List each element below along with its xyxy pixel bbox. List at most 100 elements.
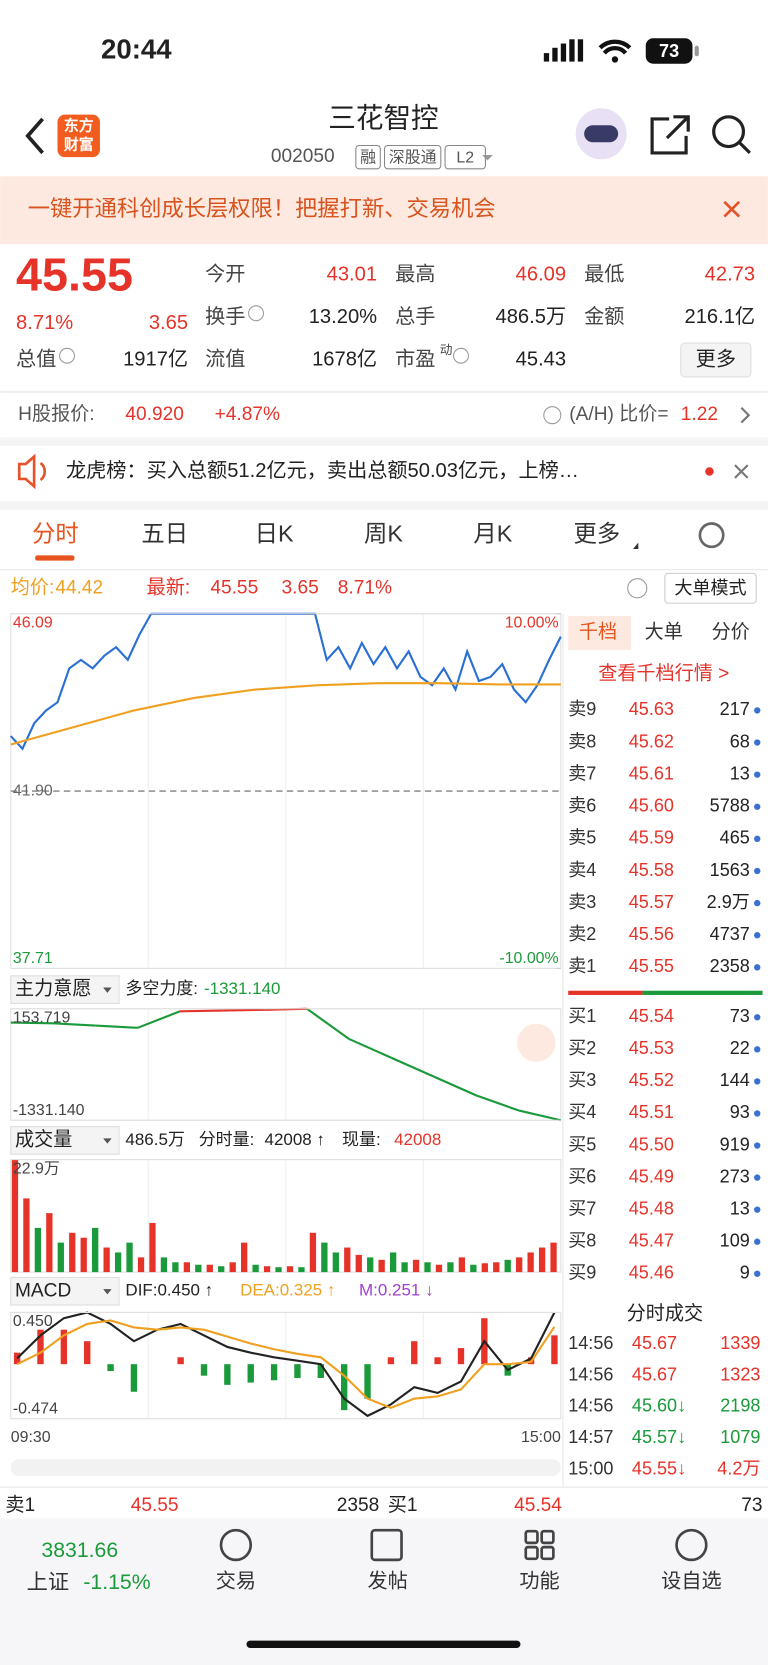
tab[interactable]: 分时: [32, 520, 79, 546]
book-price: 45.52: [629, 1070, 674, 1090]
book-level: 卖3: [568, 892, 596, 912]
volume-bar: [137, 1257, 145, 1273]
macd-bar: [37, 1329, 44, 1365]
banner-bg[interactable]: [0, 176, 768, 245]
book-level: 卖8: [568, 731, 596, 751]
share-button[interactable]: [650, 115, 690, 155]
bottom-volume: 73: [741, 1495, 762, 1516]
nav-label[interactable]: 功能: [519, 1570, 559, 1593]
volume-bar: [424, 1262, 431, 1273]
banner-close[interactable]: [723, 200, 741, 218]
nav-icons[interactable]: [219, 1528, 708, 1562]
book-level: 卖5: [568, 828, 596, 848]
volume-bar: [92, 1227, 99, 1273]
book-tab[interactable]: 大单: [645, 621, 683, 643]
legend-item: DIF:0.450 ↑: [125, 1281, 213, 1300]
tag-box: [355, 144, 381, 170]
book-volume: 109: [720, 1231, 750, 1251]
divider: [0, 437, 768, 446]
trade-volume: 2198: [720, 1396, 760, 1416]
book-price: 45.55: [629, 956, 674, 976]
book-dot: [754, 1270, 761, 1277]
divider: [0, 390, 768, 393]
y-tick-label: 153.719: [13, 1010, 71, 1027]
trade-price: 45.57↓: [632, 1427, 686, 1447]
book-price: 45.53: [629, 1038, 674, 1058]
book-dot: [754, 771, 761, 778]
field-value: 43.01: [327, 263, 377, 285]
volume-bar: [229, 1262, 236, 1273]
book-tab[interactable]: 千档: [579, 621, 617, 643]
legend-item: DEA:0.325 ↑: [240, 1281, 335, 1300]
book-volume: 5788: [710, 796, 750, 816]
divider: [0, 1486, 768, 1488]
divider: [0, 501, 768, 510]
trade-volume: 1323: [720, 1364, 760, 1384]
field-value: 13.20%: [309, 306, 377, 328]
back-button[interactable]: [25, 117, 45, 155]
tag: 深股通: [389, 148, 437, 166]
indicator-select[interactable]: [10, 1126, 120, 1155]
nav-label[interactable]: 发帖: [368, 1570, 408, 1593]
scrollbar[interactable]: [10, 1458, 561, 1476]
help-icon[interactable]: [627, 578, 648, 599]
tab[interactable]: 更多: [574, 520, 621, 546]
nav-label[interactable]: 交易: [216, 1570, 256, 1593]
more-button[interactable]: [680, 342, 752, 378]
mode-button[interactable]: [664, 572, 757, 604]
tab[interactable]: 五日: [141, 520, 188, 546]
field-label: 流值: [205, 347, 245, 370]
book-volume: 144: [720, 1070, 750, 1090]
book-volume: 2358: [710, 956, 750, 976]
book-dot: [754, 1174, 761, 1181]
chevron[interactable]: [740, 407, 751, 424]
volume-bar: [172, 1262, 179, 1273]
indicator-label: 多空力度:: [125, 979, 198, 998]
indicator-select[interactable]: [10, 975, 120, 1004]
help-icon[interactable]: [543, 406, 562, 425]
expand-button[interactable]: [517, 1023, 556, 1062]
book-tab[interactable]: 分价: [712, 621, 750, 643]
nav-label[interactable]: 设自选: [661, 1570, 721, 1593]
trade-time: 14:56: [568, 1364, 613, 1384]
volume-bar: [458, 1257, 466, 1273]
macd-bar: [177, 1357, 184, 1365]
line-segment: [518, 1109, 562, 1122]
tab[interactable]: 日K: [255, 520, 294, 546]
tab[interactable]: 月K: [473, 520, 512, 546]
bottom-price: 45.55: [131, 1495, 179, 1516]
book-volume: 1563: [710, 860, 750, 880]
volume-bar: [34, 1227, 42, 1273]
search-button[interactable]: [712, 115, 751, 155]
trade-time: 14:57: [568, 1427, 613, 1447]
active-book-tab: [568, 615, 631, 650]
field-value: 46.09: [516, 263, 566, 285]
hshare-label: H股报价:: [18, 403, 94, 425]
book-dot: [754, 1142, 761, 1149]
book-price: 45.61: [629, 763, 674, 783]
news-close[interactable]: [734, 464, 749, 479]
logo[interactable]: [57, 114, 100, 158]
line-segment: [137, 1010, 181, 1029]
trades-title: 分时成交: [627, 1303, 703, 1325]
info-icon: [248, 305, 265, 322]
field-value: 1678亿: [312, 347, 377, 370]
book-link[interactable]: 查看千档行情 >: [598, 662, 729, 684]
book-price: 45.63: [629, 699, 674, 719]
line-segment: [10, 1021, 54, 1025]
tab[interactable]: 周K: [364, 520, 403, 546]
book-price: 45.50: [629, 1134, 674, 1154]
trade-volume: 1079: [720, 1427, 760, 1447]
book-level: 卖1: [568, 956, 596, 976]
field-label: 市盈: [395, 347, 435, 370]
line-segment: [53, 1022, 96, 1027]
settings-button[interactable]: [698, 522, 725, 549]
field-label: 最高: [395, 262, 435, 285]
indicator-value: 486.5万: [125, 1130, 184, 1149]
tag-box: [444, 144, 486, 170]
tag: 融: [360, 148, 376, 166]
indicator-select[interactable]: [10, 1276, 120, 1306]
macd-bar: [387, 1357, 395, 1365]
